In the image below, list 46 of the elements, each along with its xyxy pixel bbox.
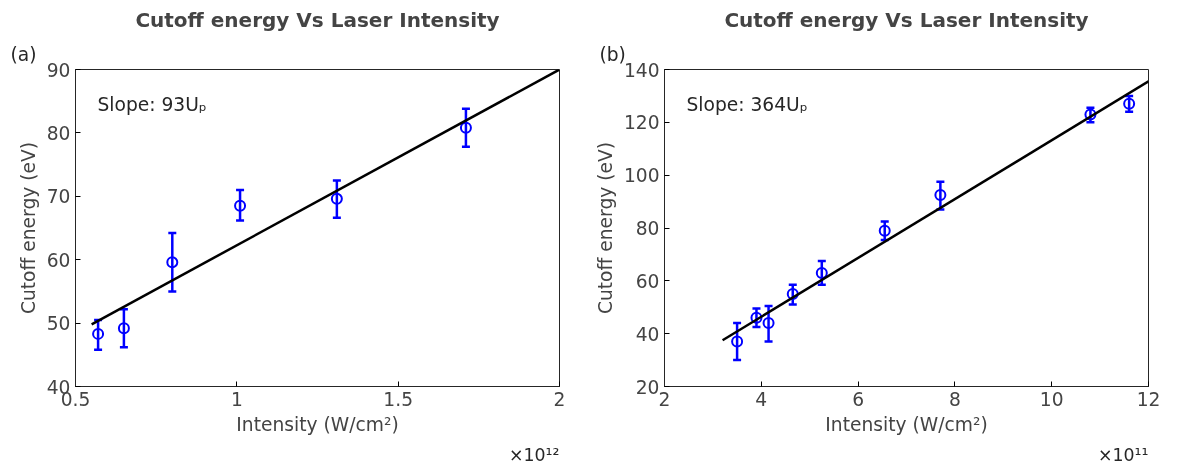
y-tick-label: 60 — [46, 249, 71, 271]
x-axis-title: Intensity (W/cm²) — [825, 413, 988, 435]
y-tick-label: 90 — [46, 59, 71, 81]
x-tick-label: 12 — [1136, 388, 1161, 410]
point — [762, 317, 775, 330]
text: ×10¹¹ — [1098, 444, 1149, 465]
text: (b) — [599, 43, 626, 65]
point — [731, 335, 744, 348]
point — [786, 288, 799, 301]
x-tick-label: 2 — [553, 388, 566, 410]
x-tick-label: 6 — [852, 388, 865, 410]
text: (a) — [10, 43, 37, 65]
point — [750, 311, 763, 324]
y-tick-label: 20 — [635, 376, 660, 398]
annotation: Slope: 364Uₚ — [686, 93, 808, 115]
point — [459, 121, 472, 134]
y-axis-title: Cutoff energy (eV) — [594, 141, 616, 315]
y-tick-label: 100 — [623, 165, 660, 187]
y-tick-label: 140 — [623, 59, 660, 81]
point — [1123, 97, 1136, 110]
point — [117, 322, 130, 335]
x-tick-label: 4 — [755, 388, 768, 410]
point — [815, 266, 828, 279]
x-axis-title: Intensity (W/cm²) — [236, 413, 399, 435]
chart-title: Cutoff energy Vs Laser Intensity — [724, 7, 1089, 32]
y-tick-label: 60 — [635, 270, 660, 292]
y-tick-label: 80 — [46, 122, 71, 144]
x-tick-label: 1.5 — [383, 388, 413, 410]
point — [92, 327, 105, 340]
y-tick-label: 80 — [635, 218, 660, 239]
point — [934, 188, 947, 201]
x-tick-label: 2 — [658, 388, 671, 410]
point — [234, 199, 247, 212]
annotation: Slope: 93Uₚ — [97, 93, 207, 115]
y-tick-label: 40 — [635, 323, 660, 345]
x-tick-label: 8 — [948, 388, 961, 410]
point — [330, 192, 343, 205]
point — [166, 256, 179, 269]
chart-title: Cutoff energy Vs Laser Intensity — [135, 7, 500, 32]
text: ×10¹² — [509, 444, 560, 465]
y-tick-label: 50 — [46, 313, 71, 335]
y-tick-label: 70 — [46, 186, 71, 208]
x-tick-label: 1 — [230, 388, 243, 410]
x-tick-label: 10 — [1039, 388, 1064, 410]
y-axis-title: Cutoff energy (eV) — [17, 141, 39, 315]
y-tick-label: 120 — [623, 112, 660, 134]
